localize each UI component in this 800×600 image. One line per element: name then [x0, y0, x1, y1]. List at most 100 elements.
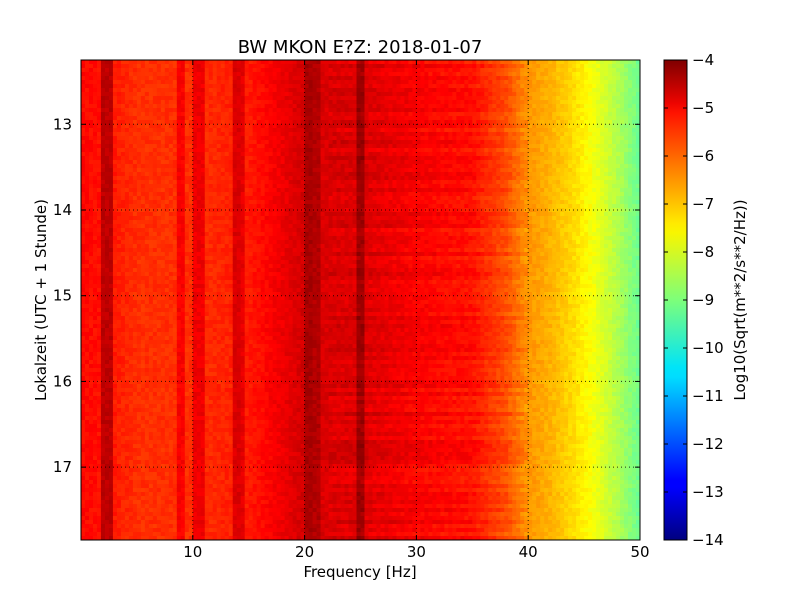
- heatmap-cell: [192, 188, 198, 193]
- heatmap-cell: [112, 400, 118, 405]
- heatmap-cell: [152, 128, 158, 133]
- heatmap-cell: [88, 80, 94, 85]
- heatmap-cell: [88, 220, 94, 225]
- heatmap-cell: [200, 424, 206, 429]
- heatmap-cell: [136, 120, 142, 125]
- heatmap-cell: [152, 144, 158, 149]
- heatmap-cell: [148, 468, 154, 473]
- heatmap-cell: [108, 268, 114, 273]
- heatmap-cell: [200, 472, 206, 477]
- heatmap-cell: [200, 288, 206, 293]
- heatmap-cell: [144, 268, 150, 273]
- heatmap-cell: [144, 428, 150, 433]
- heatmap-cell: [81, 464, 86, 469]
- heatmap-cell: [204, 60, 210, 65]
- heatmap-cell: [240, 432, 246, 437]
- heatmap-cell: [144, 276, 150, 281]
- heatmap-cell: [240, 360, 246, 365]
- heatmap-cell: [236, 256, 242, 261]
- heatmap-cell: [220, 488, 226, 493]
- heatmap-cell: [176, 72, 182, 77]
- heatmap-cell: [148, 148, 154, 153]
- heatmap-cell: [236, 80, 242, 85]
- heatmap-cell: [144, 348, 150, 353]
- heatmap-cell: [212, 424, 218, 429]
- heatmap-cell: [176, 352, 182, 357]
- heatmap-cell: [116, 480, 122, 485]
- heatmap-cell: [96, 260, 102, 265]
- heatmap-cell: [156, 196, 162, 201]
- heatmap-cell: [136, 468, 142, 473]
- heatmap-cell: [112, 428, 118, 433]
- heatmap-cell: [220, 352, 226, 357]
- heatmap-cell: [81, 220, 86, 225]
- heatmap-cell: [152, 64, 158, 69]
- heatmap-cell: [204, 460, 210, 465]
- heatmap-cell: [140, 132, 146, 137]
- heatmap-cell: [144, 200, 150, 205]
- heatmap-cell: [212, 512, 218, 517]
- heatmap-cell: [180, 112, 186, 117]
- heatmap-cell: [180, 68, 186, 73]
- heatmap-cell: [92, 368, 98, 373]
- heatmap-cell: [81, 284, 86, 289]
- heatmap-cell: [140, 260, 146, 265]
- heatmap-cell: [188, 188, 194, 193]
- heatmap-cell: [172, 272, 178, 277]
- heatmap-cell: [112, 228, 118, 233]
- heatmap-cell: [81, 252, 86, 257]
- heatmap-cell: [180, 248, 186, 253]
- heatmap-cell: [120, 220, 126, 225]
- heatmap-cell: [220, 260, 226, 265]
- heatmap-cell: [204, 244, 210, 249]
- heatmap-cell: [204, 388, 210, 393]
- heatmap-cell: [180, 400, 186, 405]
- heatmap-cell: [148, 208, 154, 213]
- heatmap-cell: [140, 76, 146, 81]
- heatmap-cell: [180, 204, 186, 209]
- heatmap-cell: [120, 420, 126, 425]
- heatmap-cell: [228, 524, 234, 529]
- heatmap-cell: [220, 424, 226, 429]
- heatmap-cell: [192, 112, 198, 117]
- heatmap-cell: [240, 468, 246, 473]
- heatmap-cell: [124, 412, 130, 417]
- heatmap-cell: [132, 484, 138, 489]
- heatmap-cell: [120, 468, 126, 473]
- heatmap-cell: [104, 264, 110, 269]
- heatmap-cell: [204, 228, 210, 233]
- heatmap-cell: [81, 256, 86, 261]
- heatmap-cell: [168, 164, 174, 169]
- heatmap-cell: [84, 132, 90, 137]
- heatmap-cell: [148, 232, 154, 237]
- heatmap-cell: [136, 236, 142, 241]
- heatmap-cell: [240, 76, 246, 81]
- heatmap-cell: [184, 444, 190, 449]
- heatmap-cell: [160, 312, 166, 317]
- heatmap-cell: [176, 320, 182, 325]
- heatmap-cell: [216, 188, 222, 193]
- heatmap-cell: [88, 536, 94, 540]
- heatmap-cell: [236, 296, 242, 301]
- heatmap-cell: [236, 304, 242, 309]
- heatmap-cell: [228, 80, 234, 85]
- heatmap-cell: [172, 284, 178, 289]
- heatmap-cell: [224, 528, 230, 533]
- heatmap-cell: [84, 76, 90, 81]
- heatmap-cell: [200, 304, 206, 309]
- heatmap-cell: [156, 484, 162, 489]
- heatmap-cell: [144, 252, 150, 257]
- heatmap-cell: [152, 228, 158, 233]
- heatmap-cell: [120, 392, 126, 397]
- heatmap-cell: [244, 260, 250, 265]
- heatmap-cell: [172, 336, 178, 341]
- heatmap-cell: [204, 100, 210, 105]
- heatmap-cell: [116, 268, 122, 273]
- heatmap-cell: [128, 164, 134, 169]
- heatmap-cell: [144, 208, 150, 213]
- heatmap-cell: [208, 388, 214, 393]
- heatmap-cell: [152, 260, 158, 265]
- heatmap-cell: [220, 368, 226, 373]
- heatmap-cell: [152, 456, 158, 461]
- heatmap-cell: [124, 124, 130, 129]
